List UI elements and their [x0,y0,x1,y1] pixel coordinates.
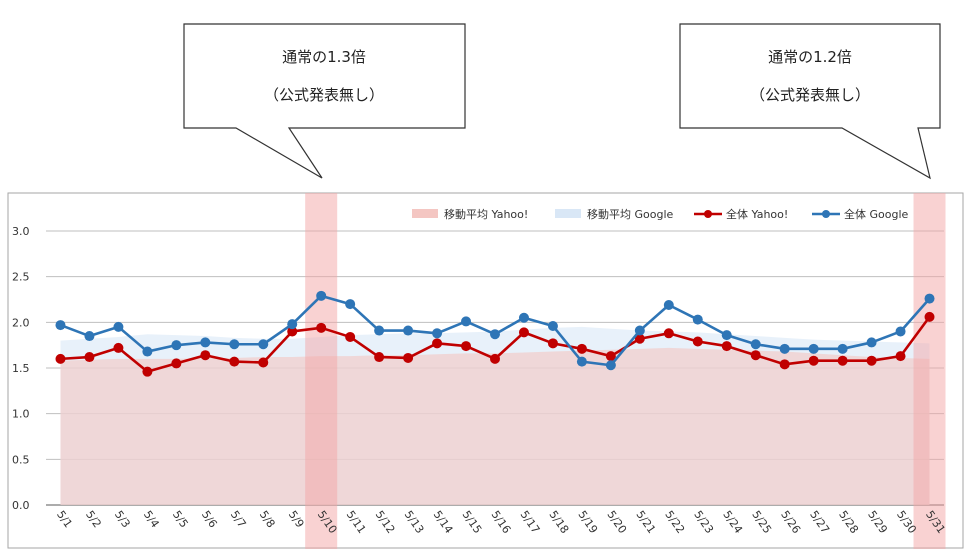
data-point [113,342,124,353]
data-point [229,356,240,367]
data-point [461,316,472,327]
data-point [750,350,761,361]
data-point [345,331,356,342]
data-point [605,360,616,371]
data-point [808,355,819,366]
legend-swatch [412,209,438,218]
data-point [171,358,182,369]
data-point [721,330,732,341]
data-point [924,293,935,304]
data-point [200,350,211,361]
data-point [490,329,500,340]
y-tick-label: 0.0 [12,499,30,512]
data-point [895,326,906,337]
data-point [229,339,240,350]
legend-marker [704,210,712,218]
data-point [750,339,761,350]
data-point [84,352,95,363]
data-point [55,320,66,331]
data-point [113,321,124,332]
data-point [692,336,703,347]
legend-label: 全体 Google [844,207,909,221]
y-axis-ticks: 0.0 0.5 1.0 1.5 2.0 2.5 3.0 [12,225,30,512]
y-tick-label: 2.5 [12,271,30,284]
area-series [60,326,930,505]
data-point [779,343,790,354]
data-point [84,331,95,342]
data-point [576,343,587,354]
data-point [837,343,848,354]
data-point [518,312,529,323]
line-series [55,290,935,377]
data-point [837,355,848,366]
data-point [55,353,66,364]
callout-1-line2: （公式発表無し） [264,86,384,104]
highlight-band [913,193,946,549]
data-point [171,340,182,351]
data-point [316,322,327,333]
data-point [490,353,500,364]
data-point [547,338,558,349]
y-tick-label: 3.0 [12,225,30,238]
data-point [200,337,211,348]
data-point [374,325,385,336]
data-point [547,320,558,331]
callout-1: 通常の1.3倍 （公式発表無し） [183,23,466,179]
legend: 移動平均 Yahoo! 移動平均 Google 全体 Yahoo! 全体 Google [412,207,909,221]
data-point [258,357,269,368]
callout-2-line1: 通常の1.2倍 [768,48,852,66]
area-移動平均 Yahoo! [60,347,930,505]
data-point [258,339,269,350]
data-point [576,356,587,367]
data-point [663,328,674,339]
data-point [634,325,645,336]
data-point [461,341,472,352]
data-point [721,341,732,352]
callout-1-shape [183,23,466,179]
data-point [634,333,645,344]
y-tick-label: 2.0 [12,316,30,329]
highlight-band [305,193,338,549]
data-point [866,337,877,348]
legend-label: 全体 Yahoo! [726,207,788,221]
legend-swatch [555,209,581,218]
y-tick-label: 0.5 [12,453,30,466]
callout-2-shape [679,23,941,180]
data-point [403,352,414,363]
data-point [316,290,327,301]
highlight-bands [305,193,946,549]
data-point [432,328,443,339]
data-point [345,299,356,310]
data-point [866,355,877,366]
legend-marker [822,210,830,218]
data-point [432,338,443,349]
data-point [142,346,153,357]
callout-2: 通常の1.2倍 （公式発表無し） [679,23,941,180]
data-point [605,351,616,362]
data-point [374,352,385,363]
callout-1-line1: 通常の1.3倍 [282,48,366,66]
y-tick-label: 1.0 [12,408,30,421]
data-point [895,351,906,362]
legend-label: 移動平均 Yahoo! [444,207,528,221]
y-tick-label: 1.5 [12,362,30,375]
callout-2-line2: （公式発表無し） [750,86,870,104]
data-point [403,325,414,336]
data-point [287,319,298,330]
data-point [808,343,819,354]
data-point [518,327,529,338]
data-point [142,366,153,377]
data-point [692,314,703,325]
legend-label: 移動平均 Google [587,207,674,221]
data-point [287,326,298,337]
data-point [779,359,790,370]
data-point [924,311,935,322]
data-point [663,299,674,310]
